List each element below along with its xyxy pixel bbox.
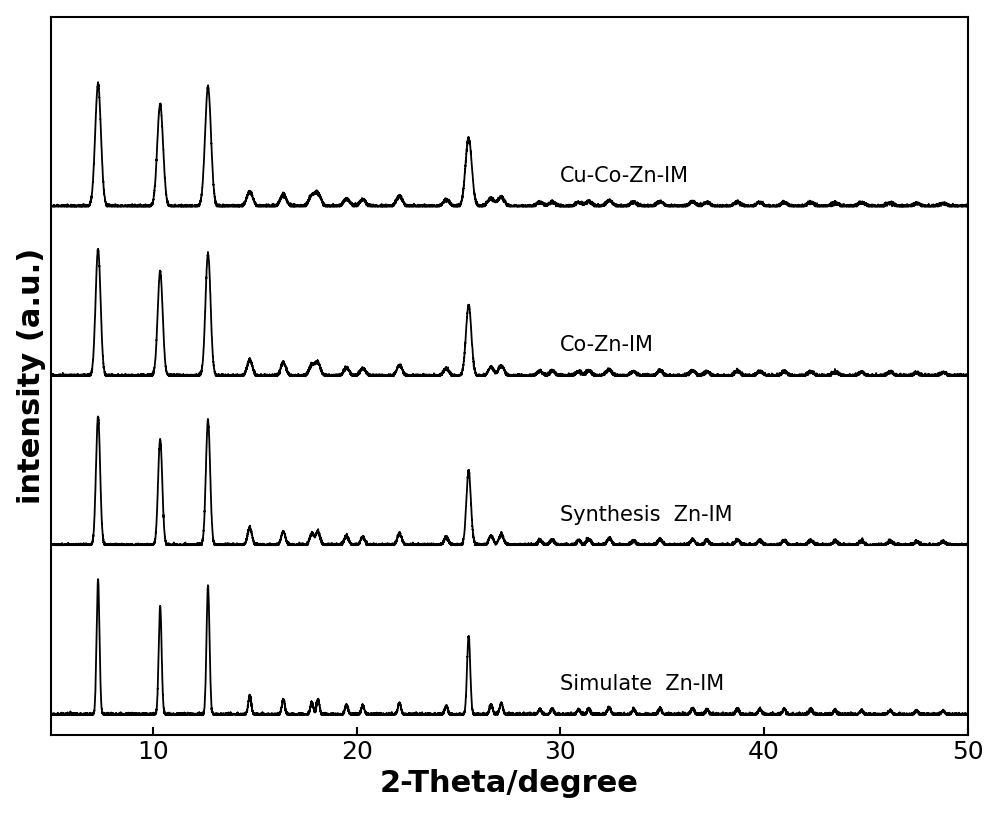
Text: Simulate  Zn-IM: Simulate Zn-IM <box>560 674 724 694</box>
Y-axis label: intensity (a.u.): intensity (a.u.) <box>17 248 46 504</box>
Text: Co-Zn-IM: Co-Zn-IM <box>560 336 654 355</box>
Text: Cu-Co-Zn-IM: Cu-Co-Zn-IM <box>560 166 689 186</box>
Text: Synthesis  Zn-IM: Synthesis Zn-IM <box>560 504 733 525</box>
X-axis label: 2-Theta/degree: 2-Theta/degree <box>380 769 639 799</box>
